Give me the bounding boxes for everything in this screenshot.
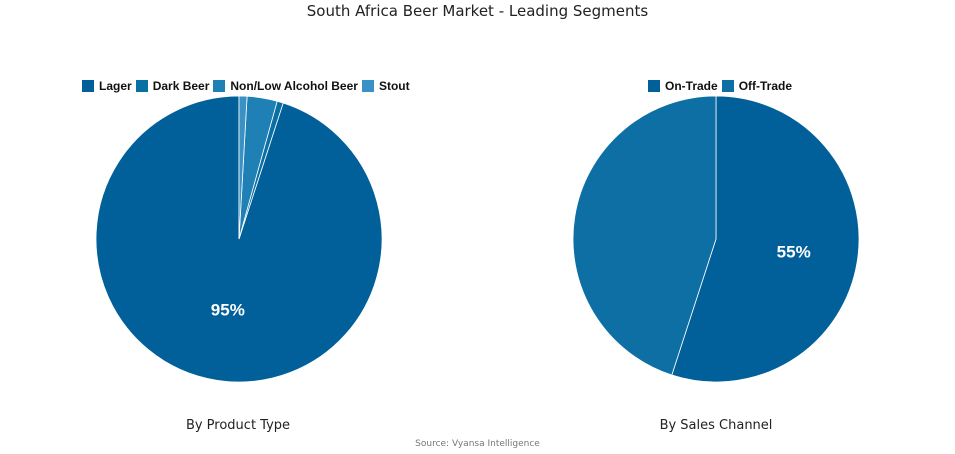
legend-swatch — [361, 80, 374, 92]
legend-item-on-trade: On-Trade — [648, 79, 718, 93]
legend-label: Off-Trade — [738, 79, 793, 93]
sales-channel-legend: On-Trade Off-Trade — [648, 79, 796, 93]
data-label-lager: 95% — [211, 301, 245, 320]
sales-channel-caption: By Sales Channel — [659, 418, 773, 433]
legend-label: Lager — [99, 79, 132, 93]
legend-swatch — [135, 80, 148, 92]
data-label-on-trade: 55% — [777, 242, 811, 261]
product-type-caption: By Product Type — [185, 418, 291, 433]
legend-swatch — [213, 80, 226, 92]
legend-item-non-low-alcohol-beer: Non/Low Alcohol Beer — [213, 79, 358, 93]
legend-swatch — [721, 80, 734, 92]
legend-swatch — [82, 80, 94, 92]
legend-item-stout: Stout — [361, 79, 410, 93]
pie-slice-on-trade — [671, 95, 860, 383]
legend-swatch — [648, 80, 660, 92]
legend-label: On-Trade — [665, 79, 718, 93]
legend-item-off-trade: Off-Trade — [721, 79, 793, 93]
legend-label: Dark Beer — [152, 79, 210, 93]
legend-label: Non/Low Alcohol Beer — [230, 79, 358, 93]
product-type-legend: Lager Dark Beer Non/Low Alcohol Beer Stout — [82, 79, 414, 93]
page-title: South Africa Beer Market - Leading Segme… — [306, 2, 649, 20]
legend-item-lager: Lager — [82, 79, 132, 93]
legend-label: Stout — [378, 79, 410, 93]
pie-slice-off-trade — [572, 95, 717, 376]
source-note: Source: Vyansa Intelligence — [415, 439, 540, 449]
legend-item-dark-beer: Dark Beer — [135, 79, 210, 93]
pie-slice-stout — [238, 95, 248, 240]
